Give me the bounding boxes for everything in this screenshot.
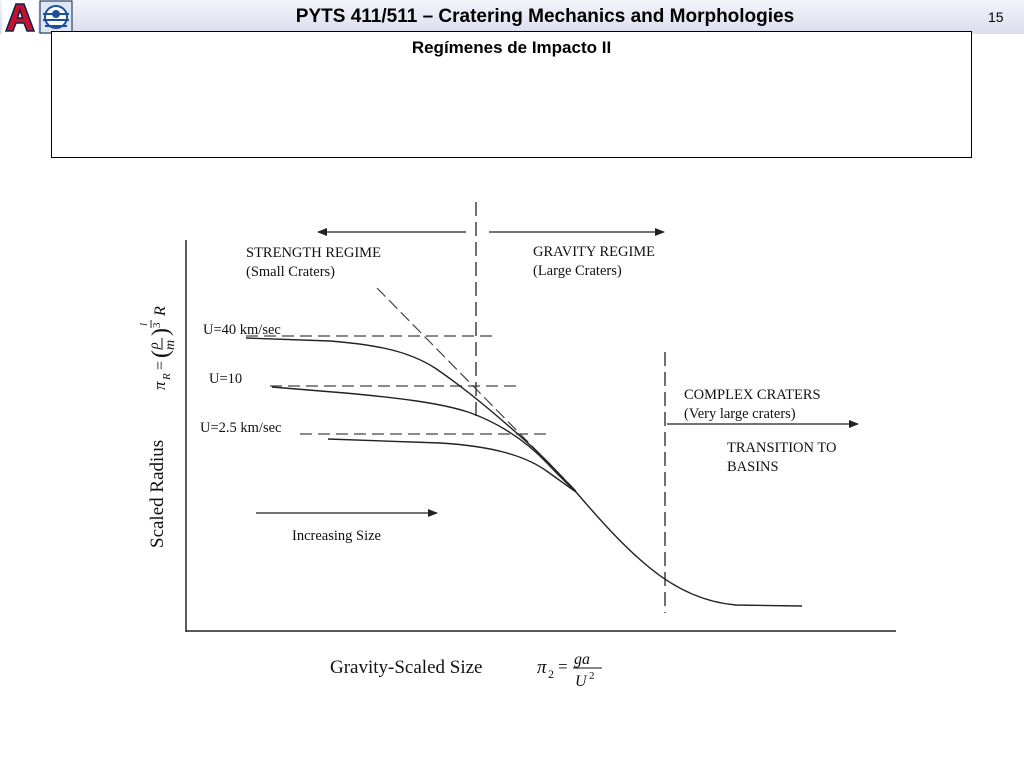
y-axis-label: Scaled Radius (147, 440, 168, 548)
u25-curve (327, 438, 577, 493)
slide-title: PYTS 411/511 – Cratering Mechanics and M… (295, 6, 795, 27)
formula-r: R (152, 306, 169, 317)
u25-label: U=2.5 km/sec (200, 420, 281, 436)
u40-curve (245, 337, 577, 493)
complex-craters-sublabel: (Very large craters) (684, 406, 796, 422)
u10-label: U=10 (209, 371, 242, 387)
slide-number: 15 (988, 9, 1004, 25)
merged-curve (575, 491, 803, 607)
strength-regime-sublabel: (Small Craters) (246, 264, 335, 280)
gravity-regime-label: GRAVITY REGIME (533, 244, 655, 260)
u10-curve (271, 386, 577, 493)
x-axis-label: Gravity-Scaled Size (330, 657, 482, 678)
formula2-subscript: 2 (548, 667, 554, 681)
x-axis-formula: π 2 = ga U 2 (537, 651, 602, 690)
formula2-pi: π (537, 657, 547, 678)
title-bar (0, 0, 1024, 34)
increasing-size-label: Increasing Size (292, 528, 381, 544)
formula-rho: ρ (147, 342, 162, 350)
transition-label-line2: BASINS (727, 459, 779, 475)
gravity-regime-sublabel: (Large Craters) (533, 263, 622, 279)
formula2-equals: = (558, 657, 568, 676)
impact-regimes-diagram: STRENGTH REGIME (Small Craters) GRAVITY … (138, 202, 896, 690)
complex-craters-label: COMPLEX CRATERS (684, 387, 821, 403)
formula-close-paren: ) (148, 328, 174, 336)
formula-open-paren: ( (148, 350, 174, 358)
university-logo-icon (2, 0, 73, 34)
formula2-ga: ga (574, 651, 590, 668)
y-axis-formula: π R = ( ρ m ) l 3 R (138, 306, 178, 390)
formula-m: m (163, 340, 178, 350)
transition-label-line1: TRANSITION TO (727, 440, 836, 456)
strength-regime-label: STRENGTH REGIME (246, 245, 381, 261)
u40-label: U=40 km/sec (203, 322, 281, 338)
formula2-u-exponent: 2 (589, 670, 595, 682)
slide-subtitle: Regímenes de Impacto II (411, 38, 612, 57)
formula-exponent-denominator: 3 (151, 322, 163, 328)
subtitle-box: Regímenes de Impacto II (51, 31, 972, 158)
formula-pi: π (150, 381, 169, 390)
formula-exponent-numerator: l (138, 323, 150, 326)
formula-equals: = (152, 361, 169, 370)
formula2-u: U (575, 673, 588, 690)
formula-r-subscript: R (161, 373, 173, 381)
